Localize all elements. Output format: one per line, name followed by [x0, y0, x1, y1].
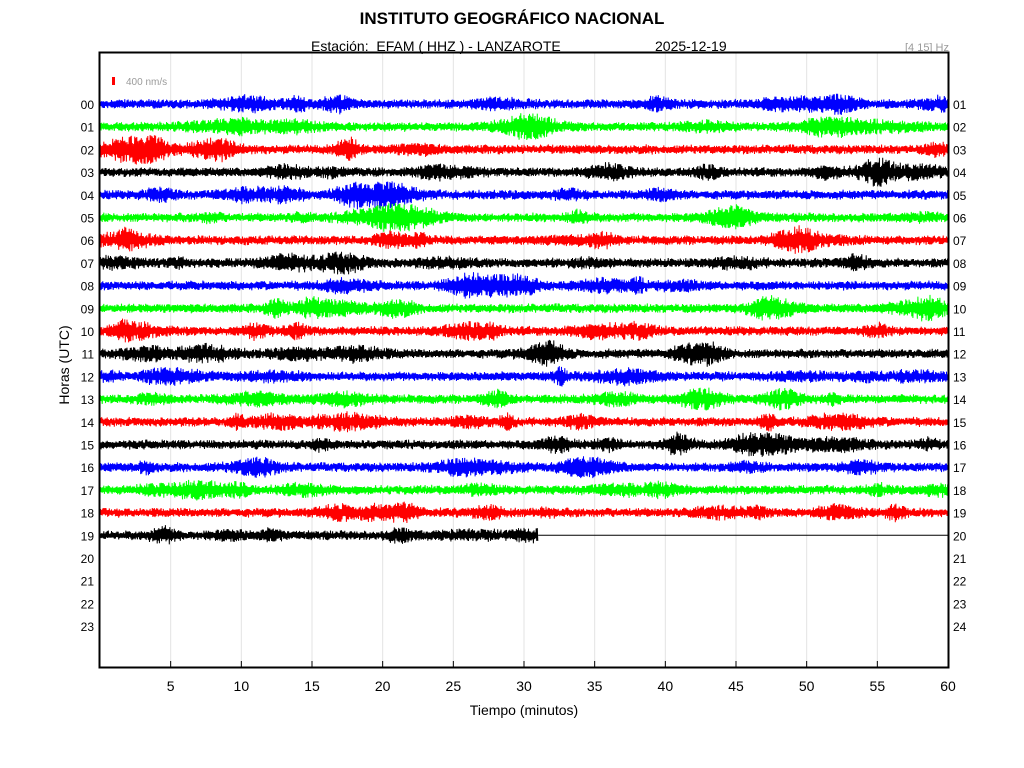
seismogram-trace — [99, 135, 949, 165]
hour-label-right: 08 — [953, 257, 967, 271]
hour-label-right: 09 — [953, 280, 967, 294]
seismogram-traces — [99, 93, 949, 545]
hour-label-left: 23 — [81, 620, 95, 634]
hour-label-right: 17 — [953, 461, 967, 475]
x-tick-label: 35 — [587, 678, 603, 694]
hour-label-right: 23 — [953, 597, 967, 611]
plot-frame — [98, 51, 950, 669]
hour-label-left: 13 — [81, 393, 95, 407]
scale-bar-label: 400 nm/s — [126, 77, 167, 88]
hour-label-right: 01 — [953, 98, 967, 112]
hour-label-right: 18 — [953, 484, 967, 498]
hour-label-right: 02 — [953, 121, 967, 135]
hour-label-right: 05 — [953, 189, 967, 203]
hour-label-right: 12 — [953, 348, 967, 362]
hour-label-left: 21 — [81, 575, 95, 589]
seismogram-trace — [99, 479, 949, 501]
hour-label-left: 03 — [81, 166, 95, 180]
hour-label-right: 04 — [953, 166, 967, 180]
seismogram-trace — [99, 456, 949, 479]
hour-label-left: 02 — [81, 143, 95, 157]
hour-label-left: 04 — [81, 189, 95, 203]
hour-label-right: 13 — [953, 370, 967, 384]
hour-label-right: 14 — [953, 393, 967, 407]
x-tick-label: 45 — [728, 678, 744, 694]
x-tick-label: 20 — [375, 678, 391, 694]
seismogram-trace — [99, 339, 949, 367]
hour-label-right: 06 — [953, 212, 967, 226]
hour-label-right: 11 — [953, 325, 966, 339]
hour-label-right: 16 — [953, 439, 967, 453]
seismogram-trace — [99, 93, 949, 115]
hour-label-left: 18 — [81, 507, 95, 521]
hour-label-right: 07 — [953, 234, 967, 248]
hour-label-left: 16 — [81, 461, 95, 475]
hour-label-left: 01 — [81, 121, 95, 135]
hour-label-right: 21 — [953, 552, 967, 566]
date-label: 2025-12-19 — [655, 38, 727, 54]
hour-label-left: 08 — [81, 280, 95, 294]
seismogram-trace — [99, 157, 949, 187]
x-tick-label: 40 — [658, 678, 674, 694]
hour-label-right: 10 — [953, 302, 967, 316]
hour-label-right: 03 — [953, 143, 967, 157]
y-axis-label: Horas (UTC) — [56, 325, 72, 404]
filter-band-label: [4 15] Hz — [904, 42, 949, 54]
x-tick-label: 50 — [799, 678, 815, 694]
seismogram-trace — [99, 225, 949, 254]
hour-label-right: 20 — [953, 529, 967, 543]
station-label: Estación: EFAM ( HHZ ) - LANZAROTE — [311, 38, 561, 54]
hour-label-left: 22 — [81, 597, 95, 611]
seismogram-trace — [99, 203, 949, 232]
hour-label-right: 19 — [953, 507, 967, 521]
x-tick-label: 30 — [516, 678, 532, 694]
seismogram-trace — [99, 525, 539, 545]
hour-label-left: 06 — [81, 234, 95, 248]
x-tick-label: 10 — [234, 678, 250, 694]
seismogram-trace — [99, 431, 949, 457]
hour-label-right: 24 — [953, 620, 967, 634]
hour-label-left: 17 — [81, 484, 95, 498]
hour-label-left: 00 — [81, 98, 95, 112]
x-tick-label: 25 — [446, 678, 462, 694]
seismogram-trace — [99, 501, 949, 524]
x-tick-label: 5 — [167, 678, 175, 694]
hour-label-left: 05 — [81, 212, 95, 226]
hour-label-left: 20 — [81, 552, 95, 566]
seismogram-trace — [99, 251, 949, 275]
hour-label-left: 09 — [81, 302, 95, 316]
hour-labels-right: 01 02 03 04 05 06 07 08 09 10 11 12 13 14 15 16 17 18 19 20… — [953, 98, 967, 634]
seismogram-trace — [99, 272, 949, 299]
seismogram-trace — [99, 294, 949, 322]
chart-title: INSTITUTO GEOGRÁFICO NACIONAL — [359, 9, 665, 28]
x-axis-ticks: 5 10 15 20 25 30 35 40 45 50 55 60 — [167, 661, 956, 694]
hour-label-left: 14 — [81, 416, 95, 430]
seismogram-trace — [99, 411, 949, 433]
x-tick-label: 60 — [940, 678, 956, 694]
hour-label-left: 10 — [81, 325, 95, 339]
hour-label-left: 07 — [81, 257, 95, 271]
hour-label-left: 12 — [81, 370, 95, 384]
hour-label-right: 15 — [953, 416, 967, 430]
hour-labels-left: 00 01 02 03 04 05 06 07 08 09 10 11 12 13 14 15 16 17 18 19… — [81, 98, 95, 634]
seismogram-trace — [99, 113, 949, 141]
x-axis-label: Tiempo (minutos) — [470, 702, 578, 718]
scale-bar — [112, 77, 115, 85]
seismogram-trace — [99, 366, 949, 387]
hour-label-right: 22 — [953, 575, 967, 589]
x-tick-label: 55 — [870, 678, 886, 694]
grid-lines — [170, 53, 949, 667]
seismogram-trace — [99, 387, 949, 411]
hour-label-left: 11 — [82, 348, 95, 362]
hour-label-left: 19 — [81, 529, 95, 543]
seismogram-trace — [99, 318, 949, 343]
x-tick-label: 15 — [304, 678, 320, 694]
seismogram-trace — [99, 181, 949, 210]
hour-label-left: 15 — [81, 439, 95, 453]
